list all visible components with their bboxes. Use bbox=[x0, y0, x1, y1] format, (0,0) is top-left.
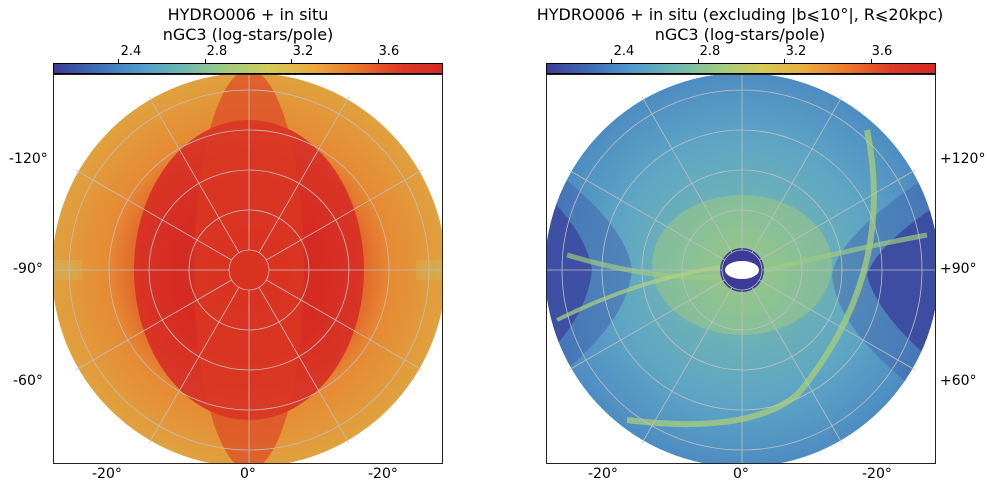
left-colorbar bbox=[53, 63, 443, 74]
grid-spoke bbox=[75, 169, 232, 261]
colorbar-tick-mark bbox=[378, 59, 379, 63]
right-low-density-region-right-fade bbox=[832, 170, 935, 405]
right-x-tick: -20° bbox=[862, 466, 892, 482]
left-x-tick: -20° bbox=[368, 466, 398, 482]
grid-spoke bbox=[568, 279, 725, 371]
right-map-svg bbox=[547, 75, 935, 463]
colorbar-tick-mark bbox=[871, 59, 872, 63]
right-colorbar bbox=[546, 63, 936, 74]
colorbar-tick-mark bbox=[205, 59, 206, 63]
left-vertical-band bbox=[194, 75, 304, 463]
right-y-tick: +60° bbox=[940, 373, 977, 389]
right-low-density-region-right bbox=[867, 205, 935, 365]
left-title: HYDRO006 + in situ nGC3 (log-stars/pole) bbox=[53, 5, 443, 45]
right-stream-arc bbox=[626, 129, 877, 428]
grid-spoke bbox=[148, 287, 240, 444]
left-colorbar-tick: 2.8 bbox=[206, 44, 228, 59]
colorbar-tick-mark bbox=[611, 59, 612, 63]
right-y-tick: +120° bbox=[940, 151, 986, 167]
left-y-tick: -120° bbox=[9, 151, 48, 167]
right-low-density-region-left-fade bbox=[547, 165, 632, 385]
right-x-tick: -20° bbox=[588, 466, 618, 482]
right-grid bbox=[547, 75, 935, 463]
grid-spoke bbox=[759, 169, 916, 261]
left-y-tick: -60° bbox=[13, 373, 43, 389]
grid-spoke bbox=[258, 287, 350, 444]
grid-spoke bbox=[258, 96, 350, 253]
left-colorbar-tick: 3.6 bbox=[378, 44, 400, 59]
grid-spoke bbox=[568, 169, 725, 261]
colorbar-tick-mark bbox=[698, 59, 699, 63]
right-title: HYDRO006 + in situ (excluding |b⩽10°|, R… bbox=[520, 5, 960, 45]
grid-spoke bbox=[751, 96, 843, 253]
right-x-tick: 0° bbox=[733, 466, 749, 482]
colorbar-tick-mark bbox=[291, 59, 292, 63]
grid-spoke bbox=[759, 279, 916, 371]
right-colorbar-tick: 3.2 bbox=[785, 44, 807, 59]
left-title-main: HYDRO006 + in situ bbox=[167, 5, 329, 24]
right-title-main: HYDRO006 + in situ (excluding |b⩽10°|, R… bbox=[536, 5, 944, 24]
right-colorbar-tick: 2.8 bbox=[699, 44, 721, 59]
grid-spoke bbox=[148, 96, 240, 253]
left-colorbar-tick: 3.2 bbox=[292, 44, 314, 59]
left-colorbar-tick: 2.4 bbox=[120, 44, 142, 59]
left-grid bbox=[54, 75, 442, 463]
left-x-tick: -20° bbox=[92, 466, 122, 482]
grid-spoke bbox=[641, 287, 733, 444]
left-x-tick: 0° bbox=[240, 466, 256, 482]
left-colorbar-label: nGC3 (log-stars/pole) bbox=[162, 25, 334, 44]
right-colorbar-tick: 3.6 bbox=[871, 44, 893, 59]
right-y-tick: +90° bbox=[940, 261, 977, 277]
grid-spoke bbox=[75, 279, 232, 371]
left-map-panel bbox=[53, 74, 443, 464]
grid-spoke bbox=[751, 287, 843, 444]
right-colorbar-tick: 2.4 bbox=[613, 44, 635, 59]
grid-spoke bbox=[266, 279, 423, 371]
colorbar-tick-mark bbox=[118, 59, 119, 63]
left-y-tick: -90° bbox=[13, 261, 43, 277]
right-excluded-region-hole bbox=[725, 261, 759, 279]
grid-spoke bbox=[266, 169, 423, 261]
colorbar-tick-mark bbox=[784, 59, 785, 63]
right-map-panel bbox=[546, 74, 936, 464]
left-map-svg bbox=[54, 75, 442, 463]
grid-spoke bbox=[641, 96, 733, 253]
right-stream-diagonal bbox=[556, 263, 738, 322]
right-colorbar-label: nGC3 (log-stars/pole) bbox=[654, 25, 826, 44]
